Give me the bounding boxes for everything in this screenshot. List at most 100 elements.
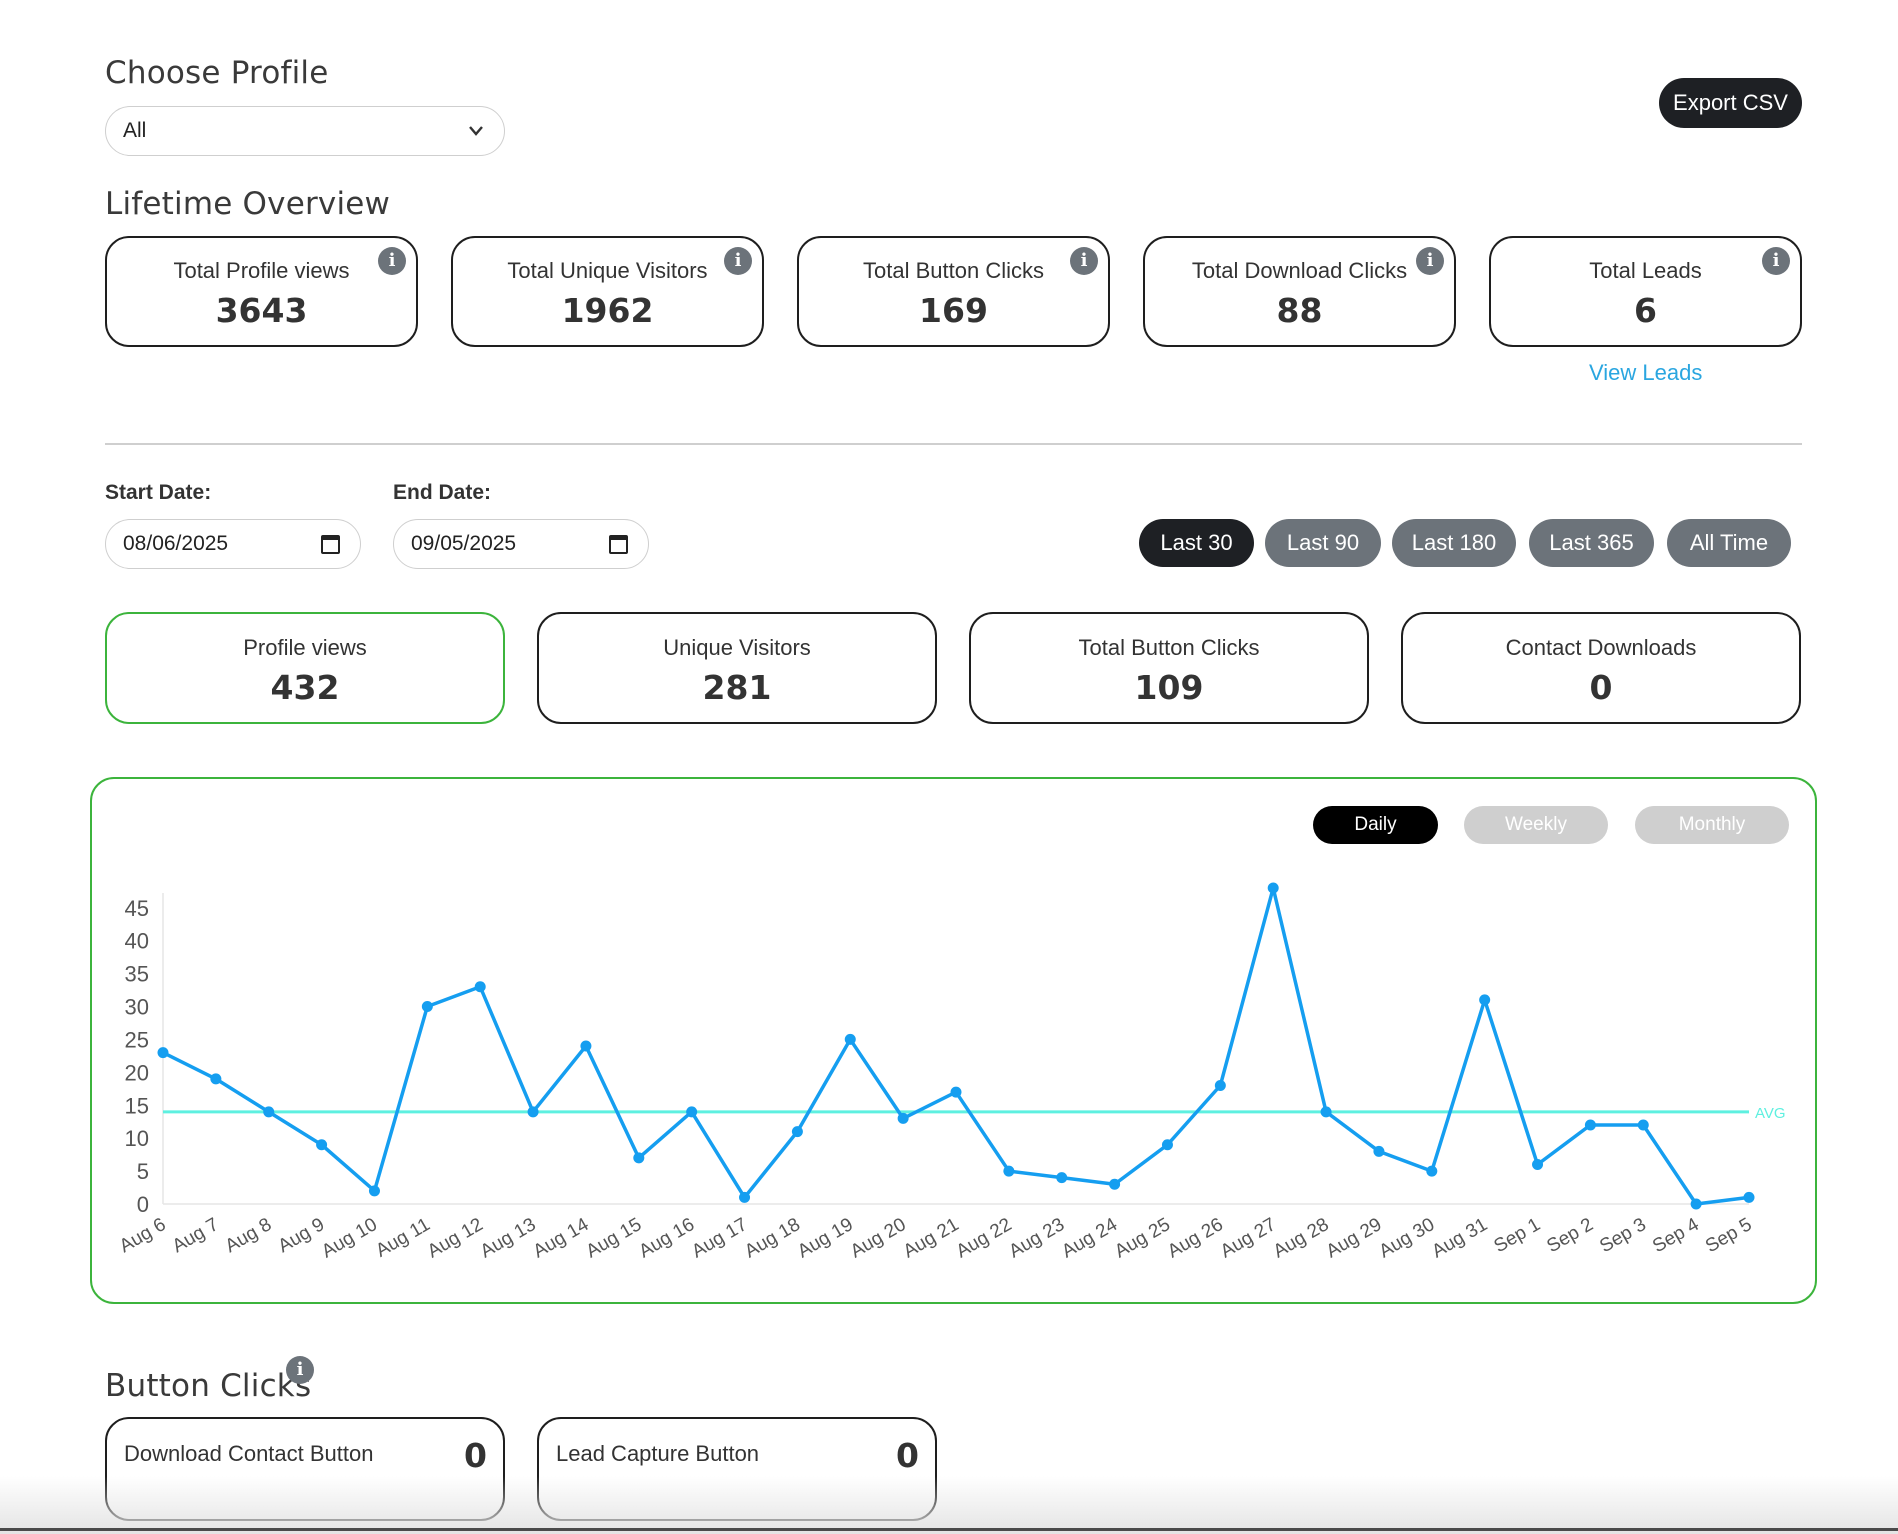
lifetime-card-leads: Total Leads 6 i [1489,236,1802,347]
x-tick-label: Aug 24 [1058,1214,1121,1263]
lifetime-card-profile-views: Total Profile views 3643 i [105,236,418,347]
data-point [686,1106,698,1118]
y-tick-label: 35 [125,962,149,987]
range-all-time-button[interactable]: All Time [1667,519,1791,567]
card-label: Contact Downloads [1505,635,1697,660]
data-point [1109,1178,1121,1190]
weekly-button[interactable]: Weekly [1464,806,1608,844]
data-point [368,1185,380,1197]
card-value: 1962 [561,291,654,330]
card-value: 109 [1134,668,1204,707]
x-tick-label: Aug 23 [1006,1214,1069,1262]
card-label: Total Unique Visitors [507,258,708,283]
y-tick-label: 5 [137,1159,149,1184]
range-last-90-button[interactable]: Last 90 [1265,519,1381,567]
card-label: Profile views [243,635,367,660]
range-last-365-button[interactable]: Last 365 [1529,519,1654,567]
end-date-value: 09/05/2025 [411,532,517,555]
data-point [157,1047,169,1059]
data-point [1690,1198,1702,1210]
export-csv-button[interactable]: Export CSV [1659,78,1802,128]
card-value: 3643 [215,291,308,330]
data-point [1056,1172,1068,1184]
period-card-unique-visitors[interactable]: Unique Visitors 281 [537,612,937,724]
x-tick-label: Aug 8 [222,1214,276,1257]
x-tick-label: Aug 7 [169,1214,223,1257]
x-tick-label: Aug 12 [424,1214,487,1262]
button-clicks-title: Button Clicks [105,1368,312,1404]
card-value: 169 [919,291,988,330]
period-card-button-clicks[interactable]: Total Button Clicks 109 [969,612,1369,724]
x-tick-label: Aug 14 [530,1214,593,1263]
calendar-icon[interactable] [321,535,340,554]
data-point [791,1126,803,1138]
lifetime-card-button-clicks: Total Button Clicks 169 i [797,236,1110,347]
y-tick-label: 15 [125,1093,149,1118]
range-last-180-button[interactable]: Last 180 [1392,519,1516,567]
card-label: Total Download Clicks [1191,258,1408,283]
avg-label: AVG [1755,1105,1786,1122]
calendar-icon[interactable] [609,535,628,554]
data-point [1267,882,1279,894]
period-card-profile-views[interactable]: Profile views 432 [105,612,505,724]
y-tick-label: 45 [125,896,149,921]
range-last-30-button[interactable]: Last 30 [1139,519,1254,567]
x-tick-label: Aug 11 [372,1214,433,1262]
start-date-input[interactable]: 08/06/2025 [105,519,361,569]
info-icon[interactable]: i [1416,247,1444,275]
series-line [162,886,1750,1206]
y-tick-label: 20 [125,1060,149,1085]
info-icon[interactable]: i [1762,247,1790,275]
daily-button[interactable]: Daily [1313,806,1438,844]
card-label: Total Profile views [173,258,350,283]
info-icon[interactable]: i [286,1356,314,1384]
data-point [1637,1119,1649,1131]
x-tick-label: Sep 5 [1702,1214,1756,1257]
lifetime-card-unique-visitors: Total Unique Visitors 1962 i [451,236,764,347]
card-value: 0 [1589,668,1613,707]
end-date-input[interactable]: 09/05/2025 [393,519,649,569]
profile-select[interactable]: All [105,106,505,156]
x-tick-label: Aug 20 [847,1214,910,1262]
x-tick-label: Aug 6 [116,1214,170,1257]
y-tick-label: 30 [125,995,149,1020]
data-point [580,1040,592,1052]
info-icon[interactable]: i [724,247,752,275]
card-value: 0 [464,1436,487,1475]
data-point [1214,1080,1226,1091]
card-value: 88 [1276,291,1323,330]
view-leads-link[interactable]: View Leads [1589,360,1703,385]
end-date-label: End Date: [393,481,492,504]
x-tick-label: Aug 17 [688,1214,751,1262]
bottom-border [0,1528,1898,1531]
x-tick-label: Sep 1 [1491,1214,1545,1257]
data-point [474,981,486,993]
divider [105,443,1802,445]
card-value: 6 [1634,291,1657,330]
x-tick-label: Aug 15 [583,1214,646,1262]
data-point [739,1191,751,1203]
data-point [421,1001,433,1012]
x-tick-label: Aug 31 [1429,1214,1492,1262]
data-point [633,1152,645,1164]
start-date-label: Start Date: [105,481,212,504]
y-tick-label: 40 [125,929,149,954]
card-value: 0 [896,1436,919,1475]
monthly-button[interactable]: Monthly [1635,806,1789,844]
x-tick-label: Sep 4 [1649,1214,1703,1257]
card-label: Total Button Clicks [1078,635,1260,660]
x-tick-label: Aug 13 [477,1214,540,1262]
period-card-contact-downloads[interactable]: Contact Downloads 0 [1401,612,1801,724]
y-tick-label: 0 [137,1192,149,1217]
card-label: Unique Visitors [663,635,811,660]
data-point [1743,1191,1755,1203]
data-point [897,1112,909,1124]
info-icon[interactable]: i [1070,247,1098,275]
info-icon[interactable]: i [378,247,406,275]
lifetime-card-download-clicks: Total Download Clicks 88 i [1143,236,1456,347]
data-point [950,1086,962,1098]
x-tick-label: Aug 19 [794,1214,857,1262]
data-point [1532,1159,1544,1170]
bottom-fade [0,1476,1898,1534]
lifetime-overview-title: Lifetime Overview [105,186,391,222]
